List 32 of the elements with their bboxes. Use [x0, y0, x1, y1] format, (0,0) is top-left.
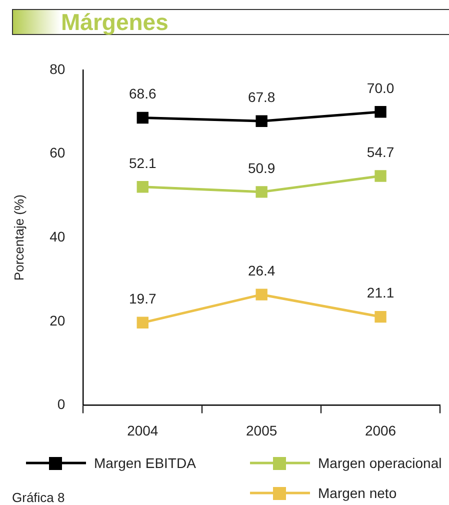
data-label: 68.6 — [129, 86, 156, 102]
point — [136, 181, 148, 193]
y-tick-label: 20 — [50, 312, 66, 328]
point — [136, 316, 148, 329]
legend-label: Margen neto — [318, 485, 397, 501]
point — [256, 186, 268, 198]
text: Gráfica 8 — [12, 490, 65, 505]
point — [256, 115, 268, 127]
legend-label: Margen EBITDA — [94, 455, 196, 471]
data-label: 52.1 — [129, 154, 156, 171]
y-tick-label: 80 — [50, 60, 66, 77]
x-tick-label: 2006 — [364, 422, 396, 438]
y-tick-label: 40 — [50, 228, 66, 244]
data-label: 67.8 — [248, 88, 276, 105]
y-tick-label: 60 — [50, 144, 66, 161]
point — [374, 106, 386, 118]
point — [374, 170, 386, 182]
data-label: 70.0 — [366, 80, 394, 96]
point — [136, 112, 148, 124]
data-label: 19.7 — [129, 290, 156, 307]
x-tick-label: 2004 — [127, 422, 158, 438]
chart-title: Márgenes — [61, 8, 168, 36]
y-axis-title: Porcentaje (%) — [11, 194, 26, 281]
x-tick-label: 2005 — [246, 422, 278, 438]
data-label: 50.9 — [248, 160, 276, 176]
data-label: 26.4 — [248, 262, 276, 278]
point — [256, 288, 268, 300]
data-label: 21.1 — [366, 284, 394, 301]
point — [374, 310, 386, 323]
legend-label: Margen operacional — [318, 455, 442, 471]
y-tick-label: 0 — [57, 396, 66, 412]
data-label: 54.7 — [366, 144, 394, 160]
